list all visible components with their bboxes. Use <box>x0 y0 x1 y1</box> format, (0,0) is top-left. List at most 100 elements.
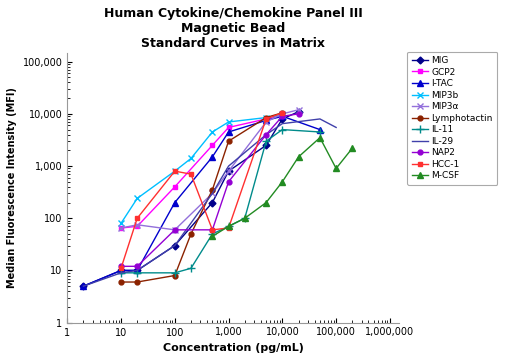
M-CSF <box>279 180 285 184</box>
MIG <box>172 243 178 248</box>
IL-11 <box>263 139 269 143</box>
NAP2 <box>172 228 178 232</box>
Line: M-CSF: M-CSF <box>210 135 355 239</box>
IL-29 <box>80 284 86 288</box>
Line: IL-11: IL-11 <box>117 125 324 277</box>
Lymphotactin <box>134 280 140 284</box>
NAP2 <box>210 228 216 232</box>
MIP3b <box>226 120 232 124</box>
IL-11 <box>210 232 216 236</box>
Line: MIP3α: MIP3α <box>118 106 302 233</box>
I-TAC <box>210 155 216 159</box>
I-TAC <box>80 284 86 288</box>
M-CSF <box>263 201 269 205</box>
M-CSF <box>226 224 232 229</box>
MIP3α <box>210 191 216 195</box>
Legend: MIG, GCP2, I-TAC, MIP3b, MIP3α, Lymphotactin, IL-11, IL-29, NAP2, HCC-1, M-CSF: MIG, GCP2, I-TAC, MIP3b, MIP3α, Lymphota… <box>407 51 497 185</box>
Line: Lymphotactin: Lymphotactin <box>119 111 285 284</box>
MIG <box>80 284 86 288</box>
IL-29 <box>172 243 178 248</box>
MIP3b <box>279 113 285 117</box>
HCC-1 <box>118 266 124 270</box>
IL-29 <box>118 271 124 275</box>
HCC-1 <box>210 228 216 232</box>
MIP3b <box>118 221 124 225</box>
I-TAC <box>317 127 323 132</box>
HCC-1 <box>172 169 178 173</box>
GCP2 <box>210 143 216 148</box>
IL-11 <box>172 271 178 275</box>
NAP2 <box>118 264 124 269</box>
IL-11 <box>279 127 285 132</box>
M-CSF <box>349 146 356 150</box>
MIG <box>295 109 301 114</box>
NAP2 <box>279 114 285 118</box>
I-TAC <box>279 114 285 118</box>
MIP3α <box>279 112 285 116</box>
IL-29 <box>317 117 323 121</box>
IL-29 <box>210 191 216 195</box>
MIP3b <box>210 130 216 134</box>
MIP3α <box>263 120 269 124</box>
I-TAC <box>118 268 124 273</box>
M-CSF <box>333 166 339 171</box>
I-TAC <box>172 201 178 205</box>
M-CSF <box>210 234 216 239</box>
I-TAC <box>134 268 140 273</box>
IL-29 <box>279 121 285 126</box>
IL-11 <box>226 224 232 229</box>
HCC-1 <box>134 216 140 220</box>
MIP3b <box>172 169 178 173</box>
IL-29 <box>226 164 232 168</box>
Lymphotactin <box>279 111 285 115</box>
I-TAC <box>226 130 232 134</box>
Lymphotactin <box>210 188 216 192</box>
MIG <box>263 143 269 148</box>
GCP2 <box>263 117 269 121</box>
Lymphotactin <box>118 280 124 284</box>
MIG <box>226 169 232 173</box>
IL-11 <box>134 271 140 275</box>
NAP2 <box>134 264 140 269</box>
NAP2 <box>226 180 232 184</box>
GCP2 <box>226 125 232 130</box>
Lymphotactin <box>188 232 194 236</box>
Line: NAP2: NAP2 <box>119 112 301 269</box>
HCC-1 <box>263 117 269 121</box>
IL-29 <box>333 125 339 130</box>
GCP2 <box>118 226 124 230</box>
NAP2 <box>263 132 269 137</box>
GCP2 <box>172 185 178 189</box>
M-CSF <box>295 155 301 159</box>
Lymphotactin <box>263 116 269 120</box>
M-CSF <box>242 216 248 220</box>
HCC-1 <box>226 226 232 230</box>
MIG <box>210 201 216 205</box>
HCC-1 <box>279 111 285 115</box>
MIP3α <box>172 228 178 232</box>
MIP3b <box>188 156 194 161</box>
Y-axis label: Median Fluorescence Intensity (MFI): Median Fluorescence Intensity (MFI) <box>7 87 17 288</box>
IL-11 <box>242 216 248 220</box>
NAP2 <box>295 112 301 116</box>
Title: Human Cytokine/Chemokine Panel III
Magnetic Bead
Standard Curves in Matrix: Human Cytokine/Chemokine Panel III Magne… <box>104 7 363 50</box>
IL-11 <box>317 130 323 134</box>
IL-11 <box>118 271 124 275</box>
Line: I-TAC: I-TAC <box>81 113 323 289</box>
GCP2 <box>279 114 285 118</box>
IL-11 <box>188 266 194 270</box>
IL-29 <box>134 268 140 273</box>
Line: GCP2: GCP2 <box>119 114 285 230</box>
MIP3α <box>295 108 301 112</box>
I-TAC <box>263 118 269 122</box>
MIP3α <box>118 226 124 230</box>
MIP3α <box>226 169 232 173</box>
HCC-1 <box>188 172 194 176</box>
IL-29 <box>263 132 269 137</box>
MIG <box>279 117 285 121</box>
MIP3α <box>134 222 140 227</box>
Line: HCC-1: HCC-1 <box>119 111 285 271</box>
Lymphotactin <box>226 139 232 143</box>
MIG <box>118 268 124 273</box>
MIP3b <box>134 196 140 201</box>
